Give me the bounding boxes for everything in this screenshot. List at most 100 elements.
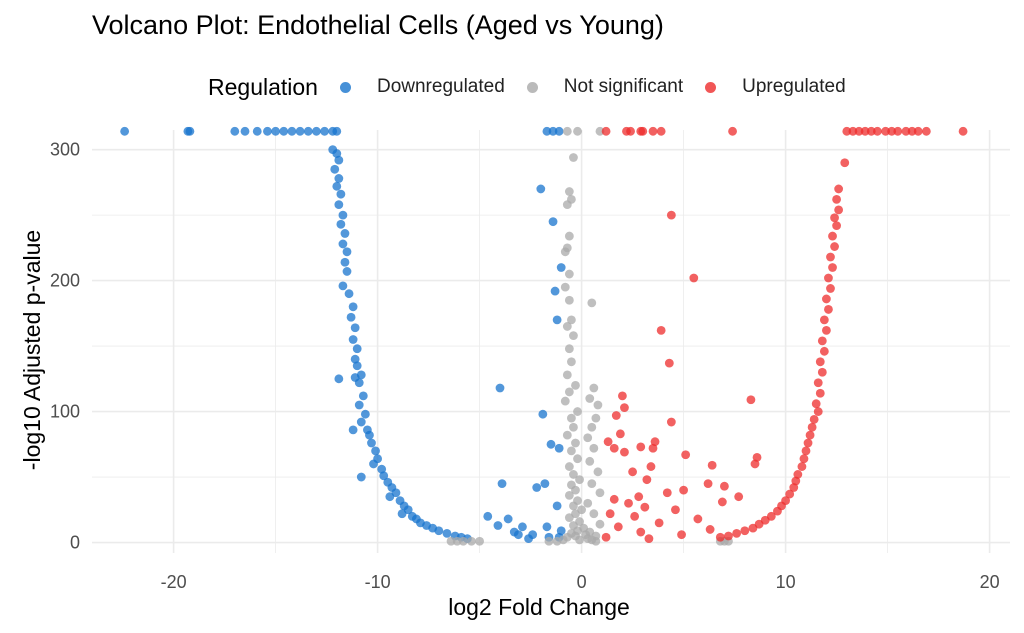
- data-point: [467, 536, 476, 546]
- data-point: [567, 315, 576, 325]
- data-point: [921, 126, 931, 136]
- data-point: [569, 470, 578, 479]
- data-point: [854, 126, 864, 136]
- data-point: [342, 247, 352, 257]
- data-point: [693, 514, 703, 524]
- data-point: [638, 126, 648, 136]
- data-point: [593, 400, 603, 410]
- series-not-significant: [446, 126, 733, 546]
- data-point: [830, 213, 839, 223]
- data-point: [379, 471, 389, 481]
- chart-title: Volcano Plot: Endothelial Cells (Aged vs…: [92, 10, 664, 40]
- data-point: [595, 126, 605, 136]
- data-point: [834, 205, 844, 215]
- data-point: [544, 536, 554, 546]
- data-point: [848, 126, 858, 136]
- data-point: [666, 210, 676, 220]
- data-point: [356, 472, 366, 482]
- data-point: [740, 526, 750, 536]
- data-point: [287, 126, 297, 136]
- data-point: [536, 184, 546, 194]
- data-point: [648, 443, 658, 453]
- data-point: [354, 378, 364, 388]
- data-point: [887, 126, 897, 136]
- data-point: [822, 325, 831, 335]
- data-point: [624, 498, 633, 508]
- data-point: [634, 492, 644, 502]
- data-point: [881, 126, 890, 136]
- data-point: [564, 231, 574, 241]
- y-tick-label: 300: [50, 140, 80, 160]
- legend-key-downregulated: [339, 81, 351, 93]
- data-point: [636, 527, 646, 537]
- data-point: [826, 284, 835, 293]
- data-point: [552, 501, 562, 511]
- data-point: [367, 438, 376, 448]
- data-point: [615, 429, 625, 439]
- data-point: [746, 395, 756, 405]
- data-point: [666, 417, 676, 427]
- data-point: [352, 344, 362, 354]
- data-point: [620, 447, 629, 457]
- data-point: [185, 126, 195, 136]
- data-point: [356, 417, 366, 427]
- data-point: [358, 391, 368, 401]
- data-point: [564, 513, 574, 523]
- data-point: [562, 322, 572, 331]
- data-point: [689, 273, 699, 283]
- data-points: [120, 126, 968, 546]
- data-point: [575, 535, 584, 545]
- data-point: [679, 485, 688, 495]
- data-point: [271, 126, 280, 136]
- data-point: [813, 407, 823, 416]
- data-point: [815, 388, 825, 398]
- data-point: [397, 509, 407, 519]
- data-point: [654, 518, 664, 528]
- data-point: [564, 344, 574, 354]
- data-point: [605, 509, 615, 519]
- data-point: [728, 126, 737, 136]
- data-point: [817, 367, 827, 377]
- data-point: [840, 158, 850, 168]
- y-tick-label: 100: [50, 402, 80, 422]
- data-point: [824, 273, 833, 283]
- data-point: [550, 286, 560, 296]
- data-point: [571, 380, 580, 390]
- data-point: [587, 479, 597, 488]
- data-point: [662, 488, 672, 498]
- data-point: [573, 407, 582, 416]
- data-point: [334, 374, 344, 384]
- data-point: [648, 126, 658, 136]
- data-point: [348, 302, 358, 312]
- data-point: [564, 187, 574, 196]
- data-point: [860, 126, 870, 136]
- data-point: [803, 438, 813, 448]
- data-point: [734, 492, 744, 502]
- data-point: [567, 357, 576, 367]
- data-point: [560, 282, 570, 292]
- data-point: [705, 525, 715, 534]
- data-point: [334, 174, 344, 183]
- data-point: [834, 184, 844, 194]
- data-point: [320, 126, 329, 136]
- data-point: [611, 411, 621, 420]
- data-point: [613, 522, 623, 532]
- data-point: [720, 481, 729, 491]
- legend-label-not-significant: Not significant: [563, 76, 684, 97]
- data-point: [797, 462, 807, 471]
- data-point: [828, 263, 837, 272]
- data-point: [601, 532, 611, 542]
- data-point: [656, 126, 666, 136]
- data-point: [589, 443, 599, 453]
- data-point: [805, 430, 815, 440]
- data-point: [830, 242, 839, 251]
- data-point: [589, 509, 599, 519]
- legend-key-upregulated: [705, 81, 717, 93]
- data-point: [360, 409, 370, 419]
- data-point: [503, 514, 513, 524]
- data-point: [295, 126, 305, 136]
- data-point: [332, 181, 342, 191]
- data-point: [585, 394, 595, 403]
- data-point: [809, 415, 819, 424]
